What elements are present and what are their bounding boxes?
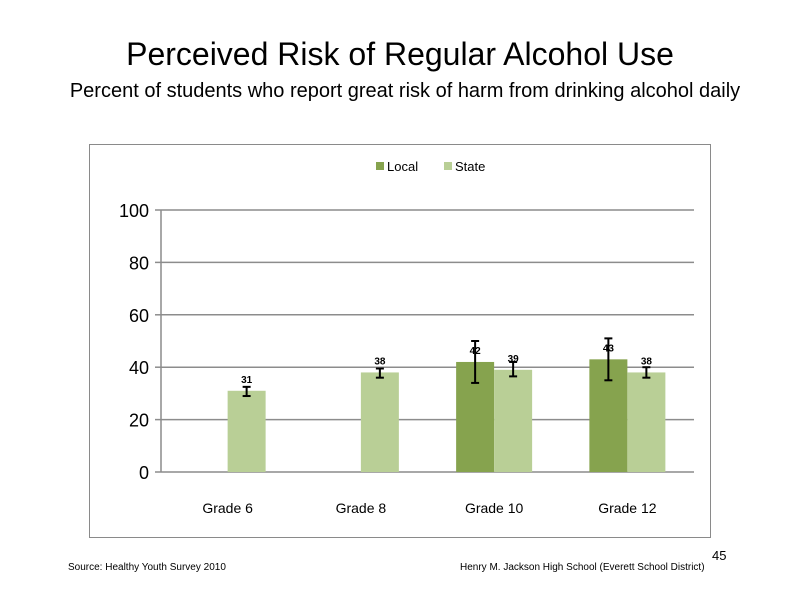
y-tick-label: 80	[129, 253, 149, 273]
y-tick-label: 20	[129, 411, 149, 431]
x-tick-label: Grade 12	[598, 500, 657, 516]
data-label: 38	[641, 356, 653, 367]
x-tick-label: Grade 10	[465, 500, 524, 516]
bar-state	[627, 372, 666, 472]
slide-subtitle: Percent of students who report great ris…	[69, 80, 741, 102]
y-tick-label: 60	[129, 306, 149, 326]
x-tick-label: Grade 8	[336, 500, 387, 516]
x-tick-label: Grade 6	[202, 500, 253, 516]
bar-state	[360, 372, 399, 472]
data-label: 43	[603, 343, 615, 354]
bar-state	[494, 369, 533, 472]
source-note: Source: Healthy Youth Survey 2010	[68, 562, 226, 573]
bar-state	[227, 390, 266, 472]
chart-frame	[89, 144, 711, 538]
legend-label-local: Local	[387, 159, 418, 174]
data-label: 38	[374, 356, 386, 367]
y-tick-label: 0	[139, 463, 149, 483]
school-note: Henry M. Jackson High School (Everett Sc…	[460, 562, 705, 573]
slide-title: Perceived Risk of Regular Alcohol Use	[126, 36, 674, 72]
legend-swatch-local	[376, 162, 384, 170]
y-tick-label: 100	[119, 201, 149, 221]
legend-label-state: State	[455, 159, 485, 174]
legend-swatch-state	[444, 162, 452, 170]
y-tick-label: 40	[129, 358, 149, 378]
page-number: 45	[712, 548, 727, 563]
data-label: 31	[241, 375, 253, 386]
data-label: 42	[470, 346, 482, 357]
data-label: 39	[508, 354, 520, 365]
